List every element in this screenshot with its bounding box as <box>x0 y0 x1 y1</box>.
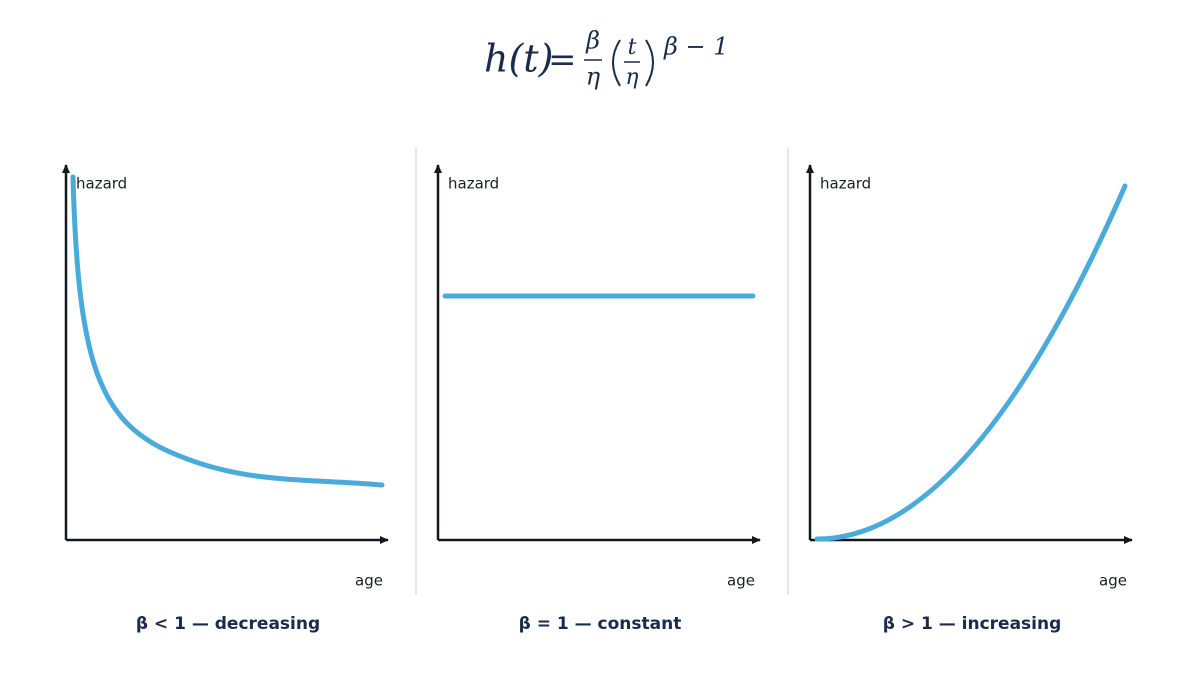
panel: hazard age β = 1 — constant <box>434 164 761 634</box>
panel: hazard age β > 1 — increasing <box>806 164 1133 634</box>
formula-equals: = <box>548 40 577 80</box>
y-axis-label: hazard <box>820 175 871 193</box>
x-axis-label: age <box>355 572 383 590</box>
inner-denominator: η <box>625 65 638 90</box>
caption: β < 1 — decreasing <box>136 614 320 634</box>
x-axis-label: age <box>727 572 755 590</box>
inner-numerator: t <box>628 35 637 60</box>
formula: h(t) = β η t η β − 1 <box>484 27 729 91</box>
caption: β = 1 — constant <box>519 614 682 634</box>
paren-right <box>645 39 654 87</box>
y-axis-label: hazard <box>448 175 499 193</box>
hazard-curve <box>70 174 385 488</box>
caption: β > 1 — increasing <box>883 614 1062 634</box>
y-axis-label: hazard <box>76 175 127 193</box>
hazard-curve <box>814 183 1128 542</box>
x-axis-label: age <box>1099 572 1127 590</box>
formula-exponent: β − 1 <box>663 33 729 61</box>
panel: hazard age β < 1 — decreasing <box>62 164 389 634</box>
formula-denominator: η <box>586 63 601 91</box>
formula-numerator: β <box>585 27 600 55</box>
paren-left <box>612 39 621 87</box>
formula-lhs: h(t) <box>484 37 553 81</box>
